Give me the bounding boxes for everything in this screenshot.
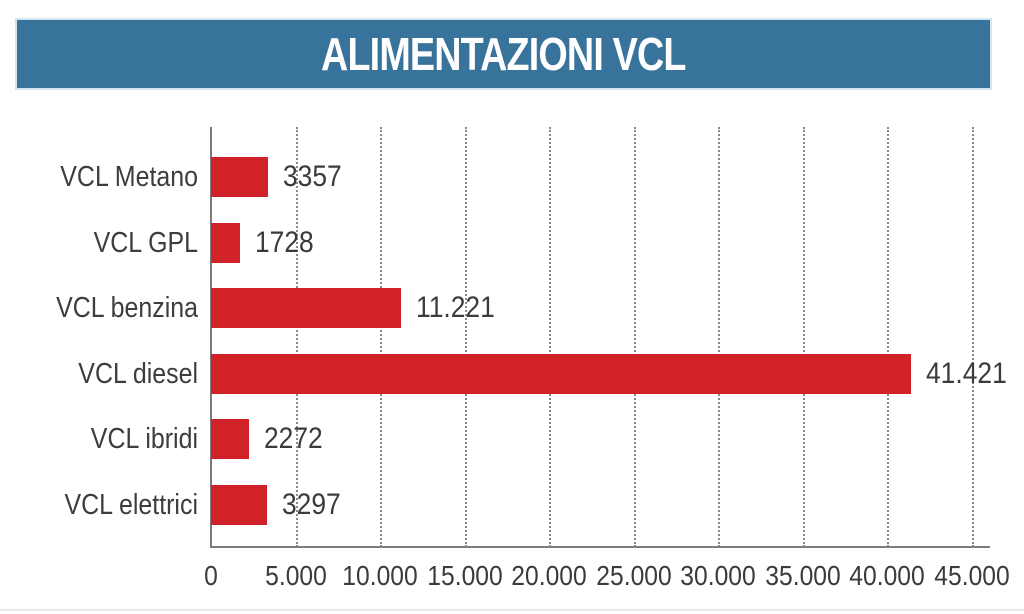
bar-value-label: 3357 [283, 160, 342, 193]
bar [211, 419, 249, 459]
bar [211, 354, 911, 394]
bar-value-label: 11.221 [416, 291, 495, 324]
gridline [464, 127, 467, 547]
bar-value-label: 2272 [264, 422, 323, 455]
x-tick-label: 0 [204, 560, 218, 591]
gridline [549, 127, 552, 547]
x-tick-label: 5.000 [264, 560, 327, 591]
bottom-divider [0, 609, 1024, 611]
gridline [295, 127, 298, 547]
category-label: VCL diesel [78, 358, 198, 390]
gridline [380, 127, 383, 547]
category-label: VCL GPL [93, 227, 198, 259]
category-label: VCL elettrici [64, 489, 199, 521]
category-label: VCL benzina [56, 292, 199, 324]
x-axis-line [210, 546, 990, 548]
bar [211, 157, 268, 197]
x-tick-label: 35.000 [765, 560, 841, 591]
gridline [972, 127, 974, 547]
bar [211, 288, 401, 328]
x-tick-label: 30.000 [680, 560, 757, 591]
x-tick-label: 10.000 [342, 560, 418, 591]
x-tick-label: 25.000 [596, 560, 672, 591]
category-label: VCL Metano [60, 161, 198, 193]
header-banner: ALIMENTAZIONI VCL [15, 18, 992, 90]
bar-value-label: 1728 [255, 226, 314, 259]
gridline [887, 127, 890, 547]
x-tick-label: 40.000 [849, 560, 926, 591]
bar-value-label: 3297 [282, 488, 341, 521]
gridline [633, 127, 636, 547]
category-label: VCL ibridi [90, 423, 198, 455]
y-axis-line [210, 127, 212, 547]
gridline [802, 127, 805, 547]
bar [211, 485, 267, 525]
bar [211, 223, 240, 263]
bar-value-label: 41.421 [926, 357, 1007, 390]
x-tick-label: 15.000 [426, 560, 503, 591]
x-tick-label: 45.000 [934, 560, 1010, 591]
gridline [718, 127, 721, 547]
chart-title: ALIMENTAZIONI VCL [321, 28, 686, 80]
x-tick-label: 20.000 [511, 560, 587, 591]
